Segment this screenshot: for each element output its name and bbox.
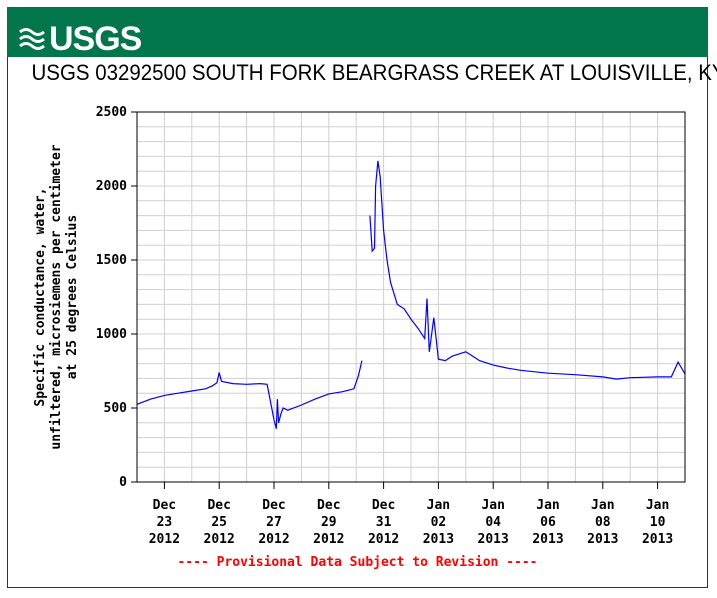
x-tick-label: Jan — [427, 498, 450, 513]
x-tick-label: 2012 — [313, 532, 344, 547]
x-tick-label: Jan — [591, 498, 614, 513]
x-tick-label: Dec — [317, 498, 340, 513]
provisional-data-note: ---- Provisional Data Subject to Revisio… — [177, 555, 538, 570]
series-line — [136, 360, 363, 429]
x-tick-label: 31 — [376, 515, 392, 530]
y-tick-label: 500 — [104, 401, 128, 416]
x-tick-label: 2012 — [149, 532, 180, 547]
x-tick-label: Jan — [481, 498, 504, 513]
plot-border — [136, 111, 686, 483]
y-axis-label: Specific conductance, water, unfiltered, … — [33, 144, 80, 449]
y-tick-label: 2500 — [96, 105, 127, 120]
usgs-wave-icon — [19, 28, 45, 50]
x-tick-label: Dec — [262, 498, 285, 513]
y-tick-label: 1000 — [96, 327, 127, 342]
x-tick-label: Dec — [372, 498, 395, 513]
x-tick-label: 23 — [157, 515, 173, 530]
x-tick-label: 2013 — [423, 532, 454, 547]
y-axis-label-line: Specific conductance, water, — [33, 187, 48, 406]
usgs-logo-text: USGS — [49, 20, 142, 58]
chart-title: USGS 03292500 SOUTH FORK BEARGRASS CREEK… — [31, 60, 717, 85]
x-tick-label: Dec — [207, 498, 230, 513]
x-tick-label: 2013 — [532, 532, 563, 547]
x-tick-label: 2013 — [478, 532, 509, 547]
y-tick-label: 2000 — [96, 179, 127, 194]
x-tick-label: 04 — [485, 515, 501, 530]
x-tick-label: 06 — [540, 515, 556, 530]
y-tick-label: 1500 — [96, 253, 127, 268]
y-tick-label: 0 — [119, 475, 127, 490]
x-tick-label: 2012 — [258, 532, 289, 547]
x-tick-label: 2012 — [204, 532, 235, 547]
x-tick-label: 08 — [595, 515, 611, 530]
usgs-logo: USGS — [19, 20, 142, 58]
x-tick-label: 29 — [321, 515, 337, 530]
x-tick-label: 02 — [431, 515, 447, 530]
series-line — [369, 160, 686, 380]
x-tick-label: 25 — [211, 515, 227, 530]
x-tick-label: Jan — [536, 498, 559, 513]
usgs-banner: USGS — [7, 7, 708, 58]
x-tick-label: 2013 — [642, 532, 673, 547]
y-axis-label-line: unfiltered, microsiemens per centimeter — [49, 144, 64, 449]
x-tick-label: 10 — [650, 515, 666, 530]
x-tick-label: Jan — [646, 498, 669, 513]
x-tick-label: Dec — [153, 498, 176, 513]
x-tick-label: 2013 — [587, 532, 618, 547]
y-axis-label-line: at 25 degrees Celsius — [65, 215, 80, 379]
x-tick-label: 2012 — [368, 532, 399, 547]
x-tick-label: 27 — [266, 515, 282, 530]
